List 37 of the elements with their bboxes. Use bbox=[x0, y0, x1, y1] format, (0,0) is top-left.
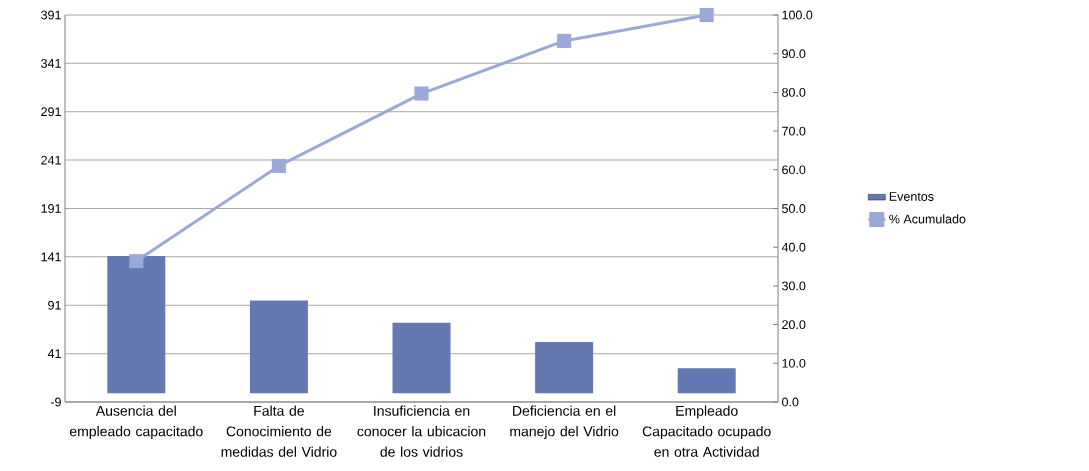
y-tick-label: 391 bbox=[41, 10, 61, 20]
bar bbox=[392, 322, 451, 394]
y2-tick-label: 80.0 bbox=[782, 87, 806, 97]
y2-tick-label: 50.0 bbox=[782, 204, 806, 213]
y2-tick-label: 90.0 bbox=[782, 49, 806, 59]
y2-tick-label: 40.0 bbox=[781, 242, 806, 252]
y-tick-label: 241 bbox=[41, 155, 61, 165]
y2-tick-label: 30.0 bbox=[782, 281, 806, 291]
y2-tick-label: 0.0 bbox=[782, 397, 799, 407]
x-tick-label: Ausencia del empleado capacitado bbox=[69, 405, 203, 440]
bar bbox=[249, 300, 308, 394]
point bbox=[129, 254, 144, 269]
y2-tick-label: 20.0 bbox=[782, 320, 806, 330]
x-tick-label: Falta de Conocimiento de medidas del Vidrio bbox=[221, 405, 337, 457]
y-tick-label: 141 bbox=[41, 252, 61, 262]
y-tick-label: 41 bbox=[47, 349, 61, 358]
y-tick-label: 91 bbox=[48, 300, 61, 310]
x-tick-label: Deficiencia en el manejo del Vidrio bbox=[510, 405, 619, 440]
point bbox=[414, 86, 429, 101]
point bbox=[699, 7, 714, 23]
y-tick-label: -9 bbox=[50, 397, 61, 407]
y2-tick-label: 60.0 bbox=[782, 165, 806, 175]
point bbox=[271, 158, 286, 173]
x-tick-label: Insuficiencia en conocer la ubicacion de los vidrios bbox=[357, 405, 486, 457]
x-tick-label: Empleado Capacitado ocupado en otra Actividad bbox=[642, 405, 771, 457]
y-tick-label: 191 bbox=[41, 204, 61, 213]
bar bbox=[535, 342, 594, 394]
point bbox=[557, 33, 572, 48]
bar bbox=[677, 368, 736, 394]
bar bbox=[107, 255, 166, 394]
y2-tick-label: 10.0 bbox=[782, 358, 806, 368]
y-tick-label: 341 bbox=[41, 58, 61, 68]
y2-tick-label: 70.0 bbox=[782, 126, 806, 136]
y-tick-label: 291 bbox=[41, 107, 61, 117]
legend-label: Eventos bbox=[889, 192, 934, 201]
y2-tick-label: 100.0 bbox=[782, 10, 813, 20]
legend-label: % Acumulado bbox=[889, 214, 966, 224]
